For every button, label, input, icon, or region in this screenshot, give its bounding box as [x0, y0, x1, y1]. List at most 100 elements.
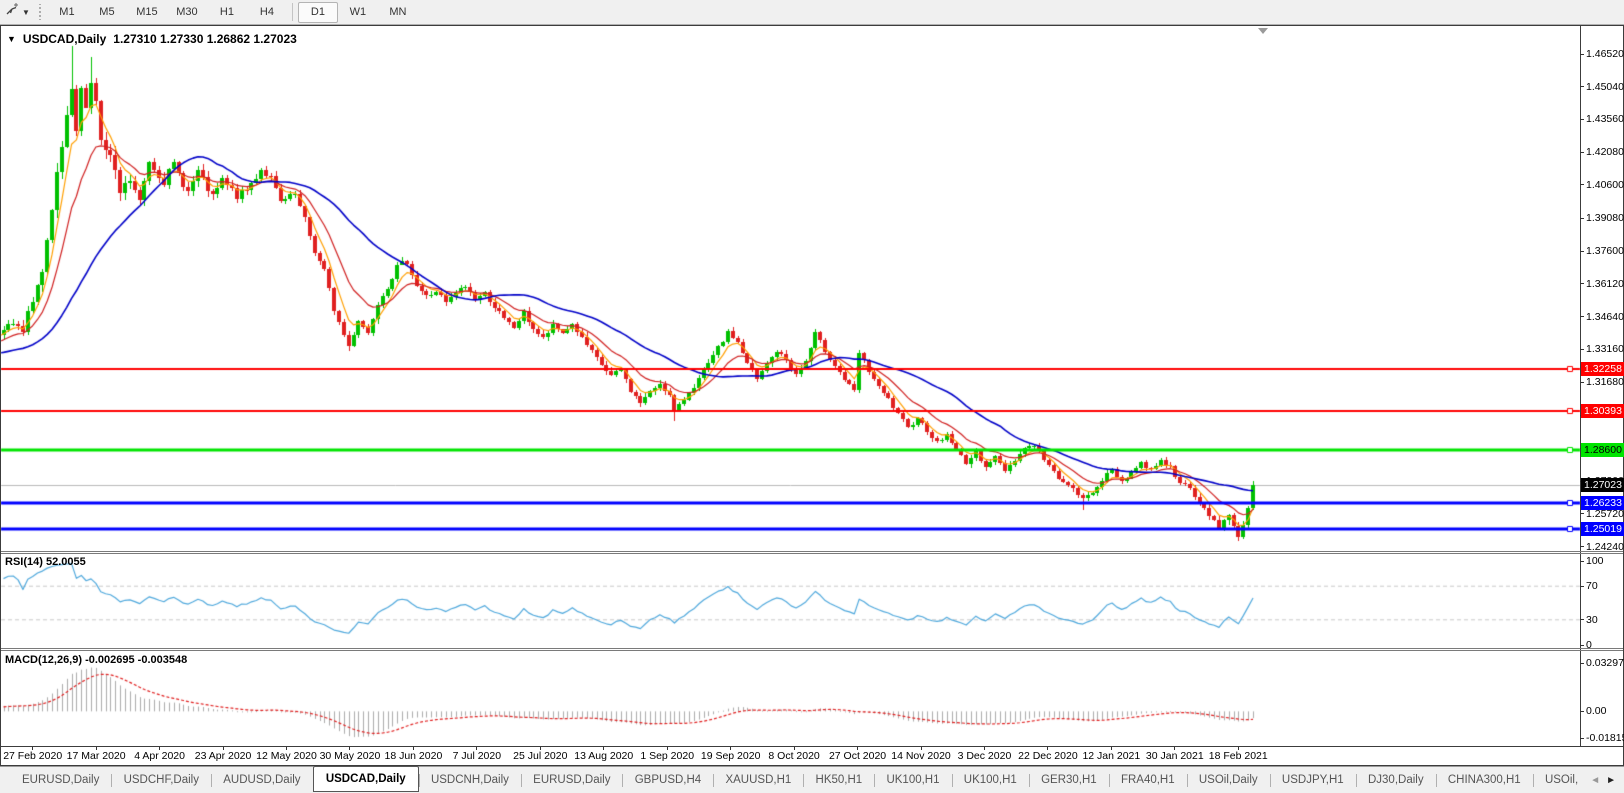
price-tick-label: 1.36120: [1586, 277, 1624, 290]
date-tick-mark: [603, 747, 605, 750]
date-tick-label: 27 Oct 2020: [828, 750, 887, 762]
date-tick-mark: [793, 747, 795, 750]
chart-tab[interactable]: USDCNH,Daily: [430, 774, 509, 786]
date-tick-label: 7 Jul 2020: [452, 750, 502, 762]
price-tick-mark: [1580, 86, 1584, 88]
timeframe-button[interactable]: M15: [136, 6, 158, 18]
date-tick-mark: [412, 747, 414, 750]
date-tick-mark: [983, 747, 985, 750]
price-tick-label: 1.33160: [1586, 343, 1624, 356]
date-tick-label: 8 Oct 2020: [768, 750, 820, 762]
date-tick-mark: [730, 747, 732, 750]
price-tick-label: 1.31680: [1586, 376, 1624, 389]
tab-scroll-left-icon[interactable]: ◄: [1590, 774, 1601, 786]
chart-title: ▼ USDCAD,Daily 1.27310 1.27330 1.26862 1…: [7, 32, 297, 46]
macd-tick-label: -0.018154: [1586, 732, 1624, 744]
chart-tab[interactable]: GER30,H1: [1041, 774, 1097, 786]
timeframe-button[interactable]: H1: [219, 6, 234, 18]
date-tick-mark: [476, 747, 478, 750]
chart-tab[interactable]: CHINA300,H1: [1447, 774, 1521, 786]
chart-tab[interactable]: USOil,Daily: [1198, 774, 1258, 786]
chart-symbol-period: USDCAD,Daily: [22, 32, 107, 46]
chart-tab[interactable]: XAUUSD,H1: [725, 774, 792, 786]
date-tick-mark: [920, 747, 922, 750]
timeframe-button[interactable]: M1: [59, 6, 75, 18]
chart-tab[interactable]: DJ30,Daily: [1367, 774, 1424, 786]
date-tick-label: 19 Sep 2020: [700, 750, 761, 762]
panel-separator[interactable]: [1, 551, 1623, 552]
date-tick-label: 17 Mar 2020: [66, 750, 126, 762]
chart-tab-bar: EURUSD,Daily USDCHF,Daily AUDUSD,Daily USDC…: [0, 766, 1624, 793]
hline-price-label[interactable]: 1.28600: [1581, 443, 1624, 458]
date-tick-label: 12 Jan 2021: [1082, 750, 1141, 762]
price-tick-label: 1.37600: [1586, 245, 1624, 258]
price-tick-mark: [1580, 348, 1584, 350]
date-tick-mark: [666, 747, 668, 750]
panel-separator[interactable]: [1, 553, 1623, 554]
date-tick-label: 13 Aug 2020: [574, 750, 634, 762]
timeframe-button[interactable]: M30: [176, 6, 198, 18]
date-tick-label: 3 Dec 2020: [957, 750, 1012, 762]
crosshair-cursor-icon: [5, 2, 20, 22]
timeframe-button[interactable]: MN: [389, 6, 407, 18]
rsi-indicator-label: RSI(14) 52.0055: [5, 556, 86, 568]
rsi-tick-label: 0: [1586, 639, 1592, 651]
chart-shift-marker: [1258, 28, 1268, 34]
macd-tick-mark: [1580, 710, 1584, 712]
axis-divider: [1580, 25, 1581, 746]
chart-tab[interactable]: USDCAD,Daily: [312, 766, 419, 792]
macd-tick-mark: [1580, 737, 1584, 739]
price-tick-label: 1.42080: [1586, 146, 1624, 159]
timeframe-button[interactable]: M5: [99, 6, 115, 18]
date-tick-label: 18 Feb 2021: [1208, 750, 1268, 762]
price-tick-mark: [1580, 184, 1584, 186]
price-tick-mark: [1580, 546, 1584, 548]
date-tick-mark: [32, 747, 34, 750]
rsi-tick-label: 70: [1586, 580, 1598, 593]
panel-separator[interactable]: [1, 648, 1623, 649]
chart-tab[interactable]: HK50,H1: [815, 774, 863, 786]
date-tick-mark: [1174, 747, 1176, 750]
timeframe-button[interactable]: D1: [297, 1, 338, 23]
hline-price-label[interactable]: 1.26233: [1581, 495, 1624, 510]
chart-menu-icon[interactable]: ▼: [7, 34, 16, 44]
timeframe-button[interactable]: H4: [259, 6, 274, 18]
chart-tab[interactable]: USDCHF,Daily: [123, 774, 199, 786]
chart-tab[interactable]: EURUSD,Daily: [533, 774, 611, 786]
price-tick-label: 1.24240: [1586, 540, 1624, 553]
price-tick-mark: [1580, 217, 1584, 219]
hline-price-label[interactable]: 1.32258: [1581, 362, 1624, 377]
price-tick-label: 1.40600: [1586, 178, 1624, 191]
price-tick-label: 1.34640: [1586, 310, 1624, 323]
chart-tab[interactable]: FRA40,H1: [1120, 774, 1175, 786]
toolbar-separator: [291, 3, 293, 21]
macd-tick-label: 0.032972: [1586, 657, 1624, 669]
date-axis-border: [1, 746, 1623, 747]
hline-price-label[interactable]: 1.30393: [1581, 403, 1624, 418]
chart-tab[interactable]: UK100,H1: [963, 774, 1017, 786]
price-tick-label: 1.46520: [1586, 48, 1624, 60]
date-tick-mark: [539, 747, 541, 750]
toolbar-grip: [37, 4, 42, 20]
rsi-tick-mark: [1580, 644, 1584, 646]
date-tick-label: 12 May 2020: [256, 750, 317, 762]
rsi-tick-mark: [1580, 585, 1584, 587]
crosshair-cursor-tool-button[interactable]: ▼: [2, 2, 33, 22]
chart-tab[interactable]: EURUSD,Daily: [22, 774, 100, 786]
rsi-tick-label: 100: [1586, 555, 1604, 567]
chart-ohlc-values: 1.27310 1.27330 1.26862 1.27023: [113, 32, 297, 46]
tab-scroll-right-icon[interactable]: ►: [1606, 774, 1616, 786]
chart-tab[interactable]: USDJPY,H1: [1281, 774, 1344, 786]
date-tick-mark: [857, 747, 859, 750]
rsi-tick-mark: [1580, 560, 1584, 562]
hline-price-label[interactable]: 1.25019: [1581, 522, 1624, 537]
chart-tab[interactable]: AUDUSD,Daily: [223, 774, 301, 786]
chart-tab[interactable]: UK100,H1: [886, 774, 940, 786]
price-tick-mark: [1580, 381, 1584, 383]
chart-tab[interactable]: USOil,: [1544, 774, 1579, 786]
panel-separator[interactable]: [1, 650, 1623, 651]
timeframe-button[interactable]: W1: [349, 6, 367, 18]
date-tick-mark: [1047, 747, 1049, 750]
chart-tab[interactable]: GBPUSD,H4: [634, 774, 702, 786]
